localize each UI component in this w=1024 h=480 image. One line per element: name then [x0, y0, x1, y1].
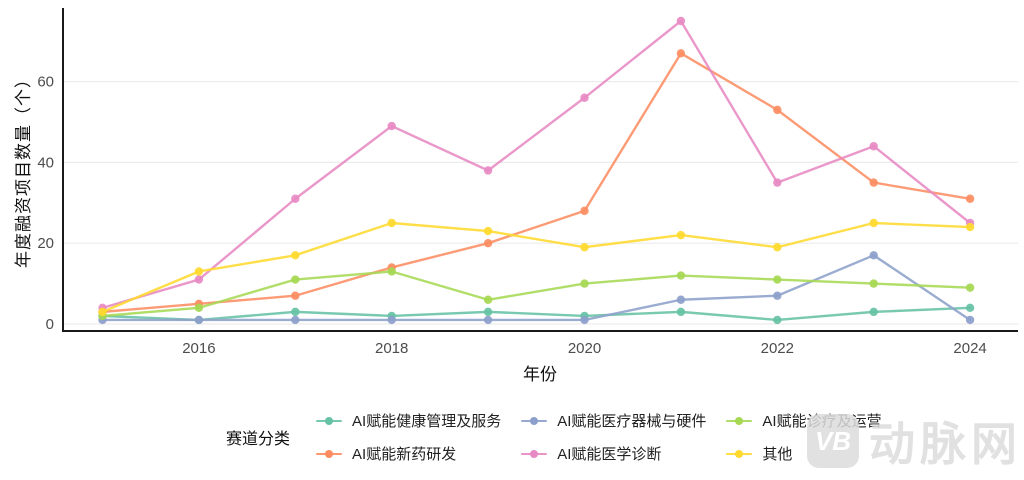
x-tick-label-2020: 2020: [568, 340, 601, 357]
series-5-point-2022: [773, 243, 782, 252]
series-2-point-2017: [291, 315, 300, 325]
y-tick-label-60: 60: [37, 74, 54, 91]
series-4-point-2024: [965, 283, 975, 292]
series-1-point-2021: [676, 49, 686, 58]
legend-key-icon: [316, 416, 343, 426]
legend-item-2: AI赋能医疗器械与硬件: [521, 410, 706, 431]
series-3-point-2017: [291, 194, 300, 203]
x-tick-label-2016: 2016: [182, 340, 215, 357]
watermark: VB 动脉网: [807, 408, 1022, 474]
chart-canvas: 0 20 40 60 2016 2018 2020 2022 2024: [37, 8, 1018, 357]
series-1-point-2019: [483, 239, 493, 248]
series-4-point-2021: [676, 271, 686, 280]
series-4-point-2023: [869, 279, 878, 288]
series-2-point-2020: [580, 315, 589, 325]
legend-label: AI赋能医疗器械与硬件: [557, 413, 707, 430]
series-0-point-2024: [965, 303, 975, 313]
series-1-point-2024: [965, 194, 975, 203]
legend-label: AI赋能医学诊断: [557, 446, 662, 463]
series-4-point-2018: [387, 267, 396, 276]
series-0-point-2017: [291, 307, 300, 317]
series-1-point-2023: [869, 178, 878, 187]
series-5-point-2019: [483, 226, 493, 236]
series-3-point-2023: [869, 142, 878, 151]
legend-item-5: 其他: [726, 443, 881, 464]
legend-key-dot: [735, 416, 744, 425]
legend-label: 其他: [762, 446, 793, 463]
series-3-point-2020: [580, 93, 589, 102]
series-4-point-2017: [291, 275, 300, 284]
series-4-point-2016: [194, 303, 204, 313]
legend-item-0: AI赋能健康管理及服务: [316, 410, 501, 431]
legend-key-dot: [530, 449, 539, 458]
series-4-point-2022: [773, 275, 782, 284]
series-3-point-2018: [387, 121, 396, 131]
series-2-point-2022: [773, 291, 782, 300]
y-axis-title: 年度融资项目数量（个）: [14, 70, 33, 268]
legend-key-icon: [316, 449, 343, 459]
series-4-point-2020: [580, 279, 589, 288]
legend-key-icon: [726, 449, 753, 459]
series-line-2: [101, 254, 972, 322]
series-0-point-2022: [773, 315, 782, 325]
watermark-brand-text: 动脉网: [869, 418, 1022, 470]
series-2-point-2024: [965, 315, 975, 325]
series-5-point-2021: [676, 230, 686, 240]
legend-key-dot: [325, 416, 334, 425]
legend-key-icon: [521, 449, 548, 459]
series-5-point-2017: [291, 251, 300, 260]
x-tick-label-2024: 2024: [953, 340, 986, 357]
series-2-point-2018: [387, 315, 396, 325]
x-tick-label-2018: 2018: [375, 340, 408, 357]
legend-key-icon: [521, 416, 548, 426]
series-3-point-2019: [483, 166, 493, 175]
legend-label: AI赋能健康管理及服务: [352, 413, 502, 430]
series-2-point-2023: [869, 251, 878, 260]
series-5-point-2024: [965, 222, 975, 232]
legend: 赛道分类 AI赋能健康管理及服务 AI赋能新药研发 AI赋能医疗器械与硬件 AI赋能医…: [226, 404, 882, 470]
series-line-5: [101, 221, 972, 314]
legend-key-dot: [735, 449, 744, 458]
series-1-point-2022: [773, 105, 782, 115]
x-axis-title: 年份: [523, 365, 557, 384]
watermark-logo-icon: VB: [807, 414, 859, 468]
series-5-point-2018: [387, 218, 396, 228]
y-tick-label-40: 40: [37, 154, 54, 171]
legend-key-icon: [726, 416, 753, 426]
legend-key-dot: [325, 449, 334, 458]
legend-items: AI赋能健康管理及服务AI赋能新药研发AI赋能医疗器械与硬件AI赋能医学诊断AI…: [316, 404, 882, 470]
series-1-point-2017: [291, 291, 300, 300]
series-5-point-2016: [194, 267, 204, 276]
legend-key-dot: [530, 416, 539, 425]
series-2-point-2019: [483, 315, 493, 325]
series-2-point-2021: [676, 295, 686, 304]
series-0-point-2021: [676, 307, 686, 317]
series-5-point-2023: [869, 218, 878, 228]
legend-item-3: AI赋能医学诊断: [521, 443, 706, 464]
legend-item-1: AI赋能新药研发: [316, 443, 501, 464]
series-3-point-2021: [676, 16, 686, 26]
series-2-point-2016: [194, 315, 204, 325]
series-5-point-2020: [580, 243, 589, 252]
x-tick-label-2022: 2022: [761, 340, 794, 357]
series-0-point-2019: [483, 307, 493, 317]
series-3-point-2022: [773, 178, 782, 187]
legend-title: 赛道分类: [226, 431, 291, 448]
legend-label: AI赋能新药研发: [352, 446, 457, 463]
series-line-4: [101, 270, 972, 318]
series-0-point-2023: [869, 307, 878, 317]
series-1-point-2020: [580, 206, 589, 216]
series-3-point-2016: [194, 275, 204, 284]
series-line-3: [101, 19, 972, 310]
y-tick-label-20: 20: [37, 235, 54, 252]
series-4-point-2019: [483, 295, 493, 304]
series-line-0: [101, 306, 972, 322]
y-tick-label-0: 0: [46, 316, 54, 333]
series-line-1: [101, 52, 972, 314]
series-5-point-2015: [98, 307, 107, 317]
